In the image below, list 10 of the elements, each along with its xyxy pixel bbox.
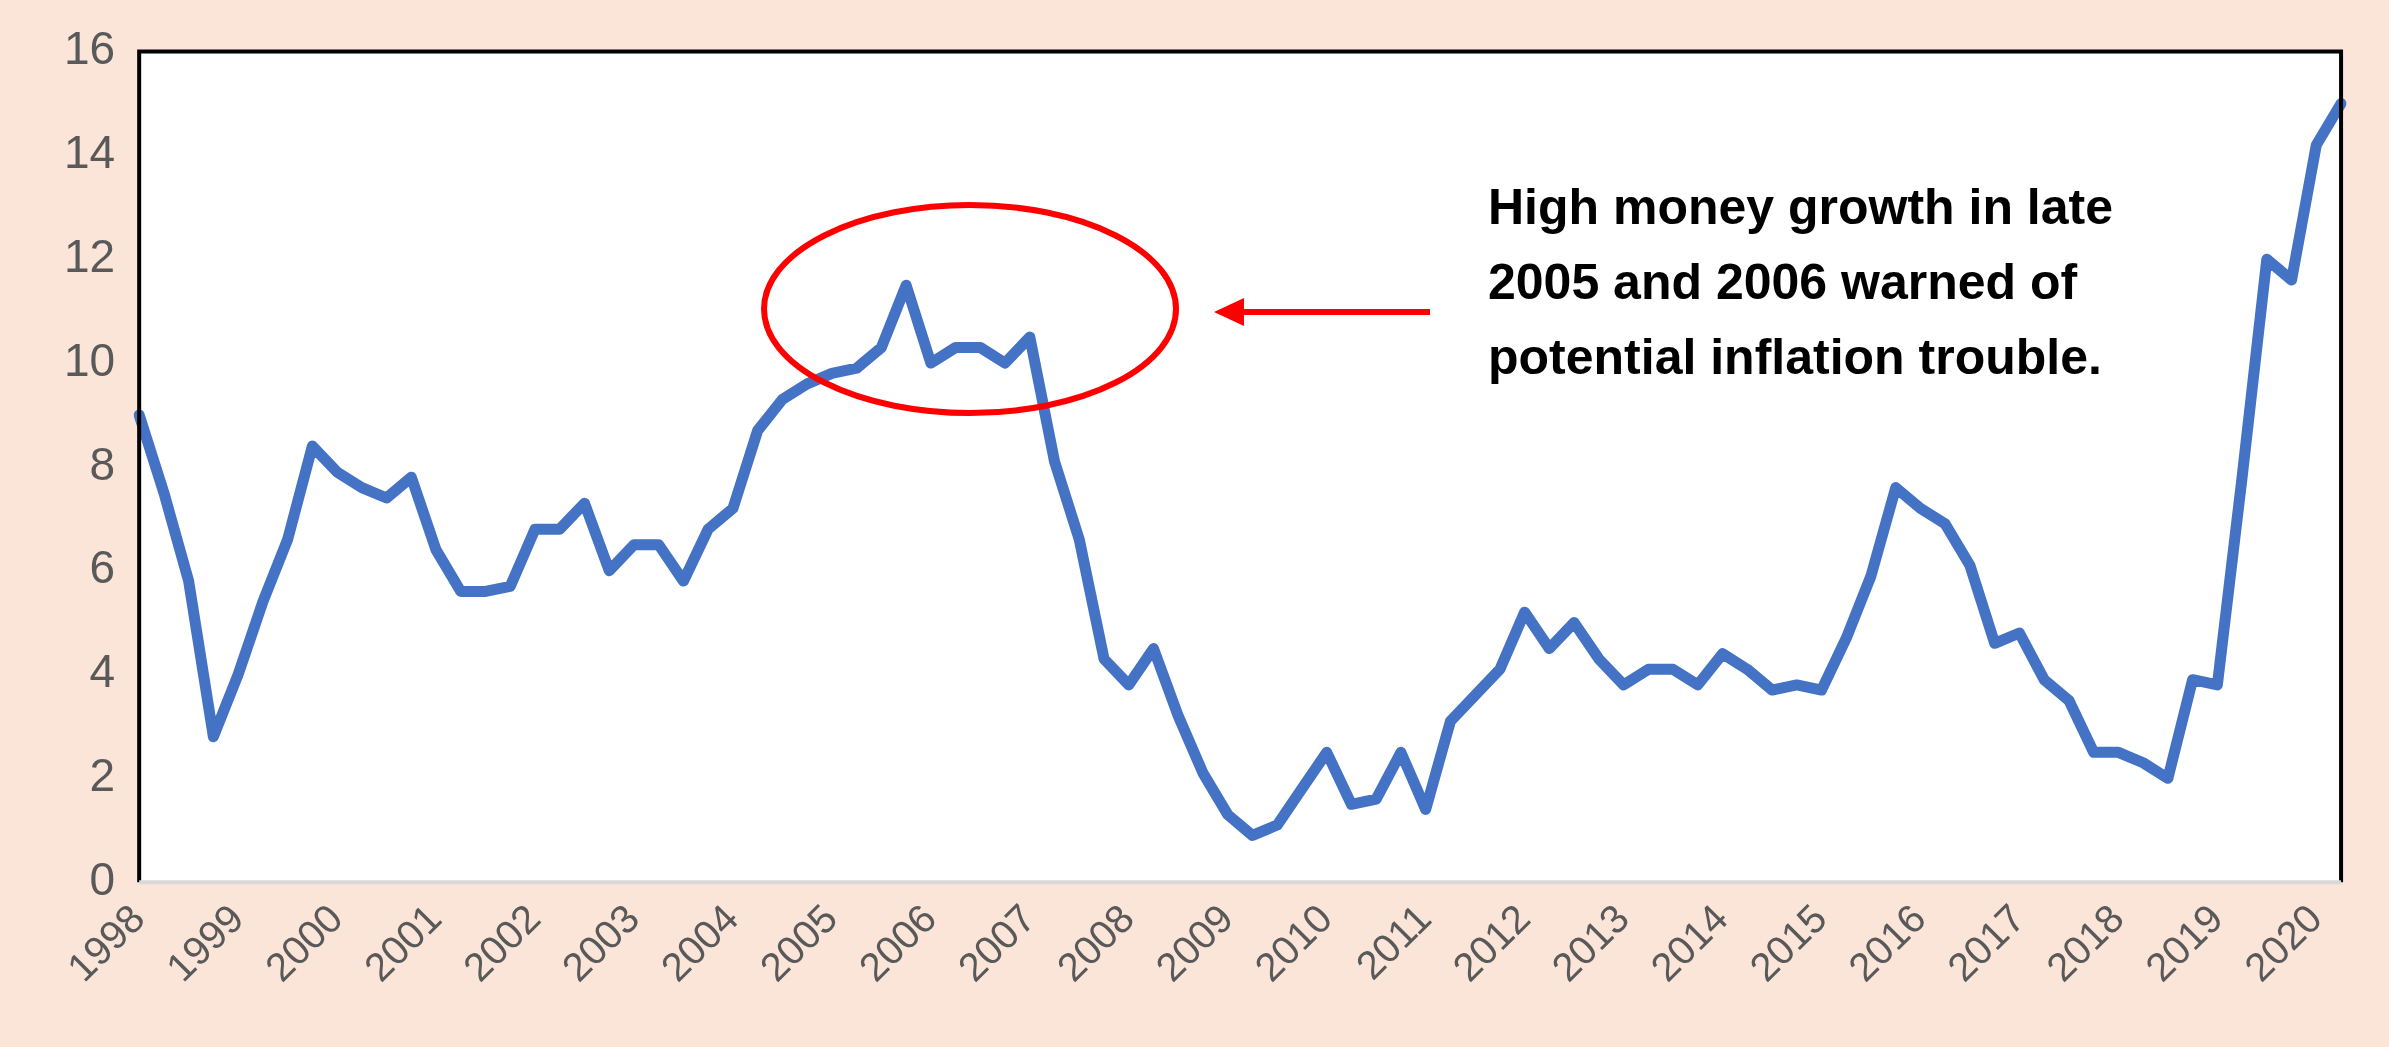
annotation: High money growth in late 2005 and 2006 warned of potential inflation trouble. <box>1488 178 2115 387</box>
y-tick-label: 10 <box>63 333 116 386</box>
y-tick-label: 6 <box>89 541 116 594</box>
y-tick-label: 14 <box>63 126 116 179</box>
y-tick-label: 12 <box>63 229 116 282</box>
y-tick-label: 16 <box>63 22 116 75</box>
y-tick-label: 2 <box>89 749 116 802</box>
y-tick-label: 0 <box>89 852 116 905</box>
y-tick-label: 8 <box>89 437 116 490</box>
y-tick-label: 4 <box>89 645 116 698</box>
